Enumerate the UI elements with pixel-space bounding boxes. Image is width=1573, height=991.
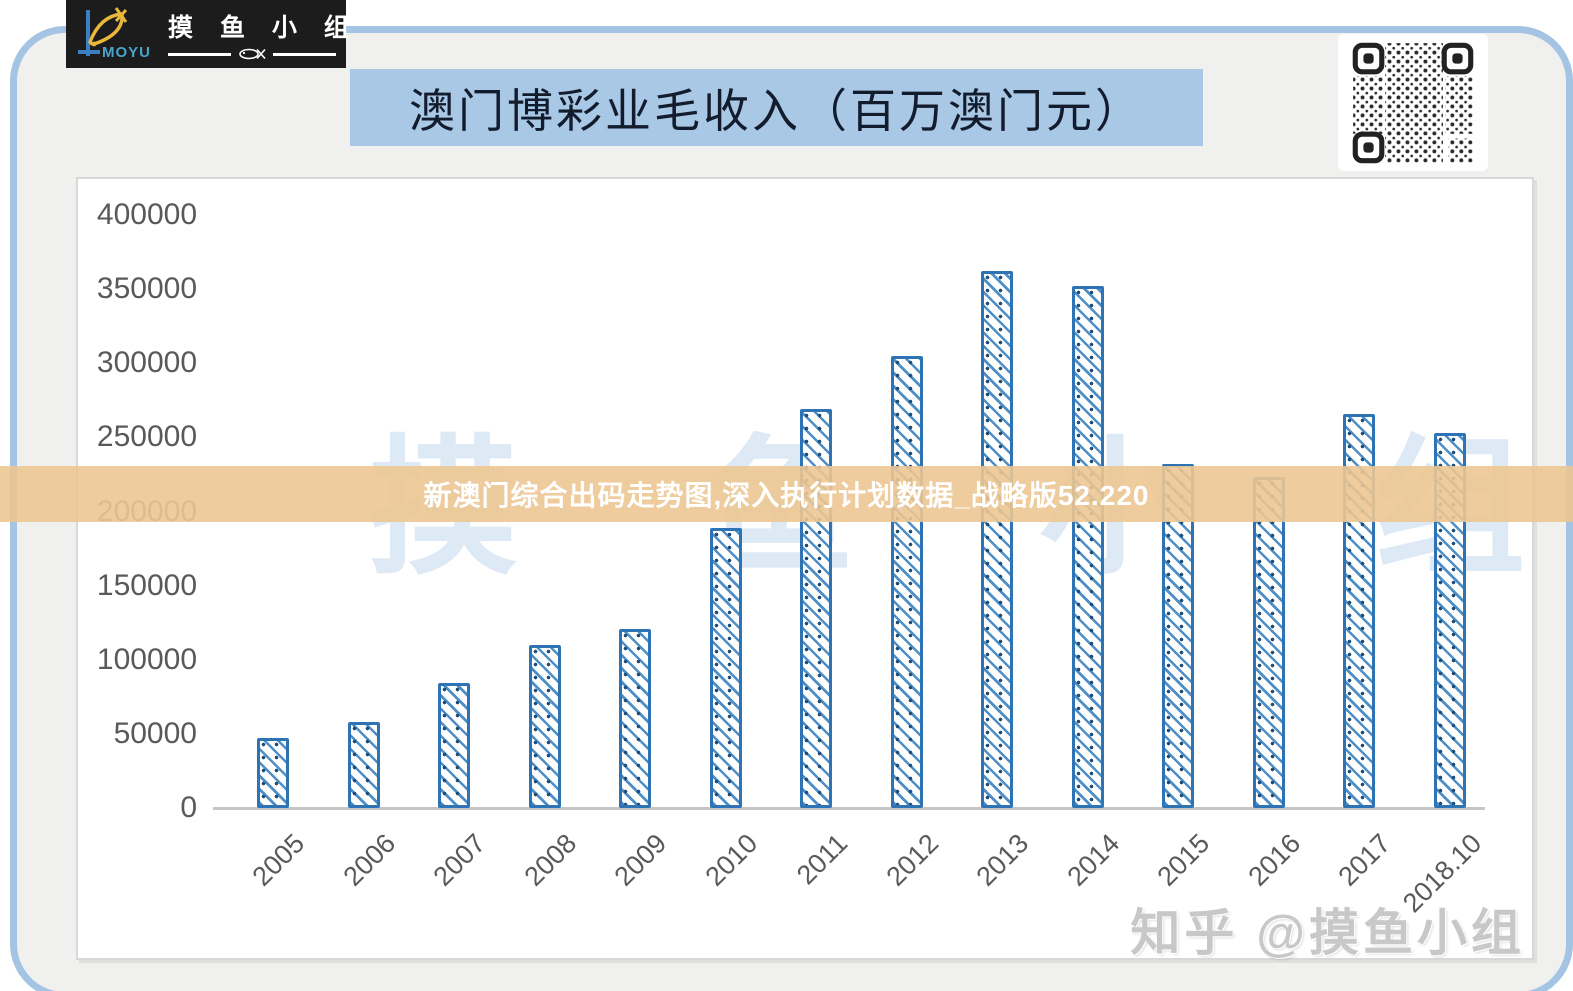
y-axis-tick-label: 400000 [96,198,197,231]
overlay-banner: 新澳门综合出码走势图,深入执行计划数据_战略版52.220 [0,466,1573,522]
x-axis-tick-label: 2008 [518,828,582,892]
x-axis-tick-label: 2016 [1242,828,1306,892]
x-axis-tick-label: 2007 [427,828,492,892]
y-axis-tick-label: 50000 [113,716,197,750]
logo-brand-en: MOYU [102,44,151,61]
y-axis-tick-label: 150000 [96,568,197,602]
logo-underline [168,48,336,60]
x-axis-tick-label: 2010 [699,828,763,892]
y-axis-tick-label: 300000 [96,346,197,380]
y-axis-tick-label: 0 [180,791,197,824]
x-axis-tick-label: 2009 [608,828,673,892]
qr-card [1338,34,1488,171]
bar-2016 [1252,477,1285,808]
y-axis-tick-label: 350000 [96,272,197,306]
small-fish-icon [239,48,266,60]
x-axis-tick-label: 2012 [880,828,944,892]
x-axis-tick-label: 2006 [337,828,401,892]
fish-axis-logo-icon [78,7,128,56]
page-title: 澳门博彩业毛收入（百万澳门元） [409,84,1144,137]
qr-code-icon [1352,42,1474,163]
y-axis-tick-label: 100000 [96,642,197,676]
x-axis-tick-label: 2011 [790,828,854,891]
x-axis-tick-label: 2017 [1332,828,1397,892]
title-bar: 澳门博彩业毛收入（百万澳门元） [350,69,1203,146]
zhihu-watermark: 知乎 @摸鱼小组 [1130,905,1525,961]
logo: MOYU 摸 鱼 小 组 [66,0,359,68]
bar-2012 [890,355,923,808]
x-axis-tick-label: 2014 [1061,828,1125,892]
bar-2015 [1162,464,1194,808]
bar-2005 [257,738,289,808]
overlay-banner-text: 新澳门综合出码走势图,深入执行计划数据_战略版52.220 [423,480,1150,511]
y-axis-tick-label: 250000 [96,420,197,454]
x-axis-line [213,807,1485,810]
bar-2009 [619,628,651,808]
bar-2008 [528,644,561,808]
bar-2014 [1071,286,1104,808]
bar-2013 [981,271,1013,808]
x-axis-tick-label: 2005 [246,828,311,892]
x-axis-tick-label: 2013 [970,828,1035,892]
x-axis-tick-label: 2015 [1151,828,1216,892]
bar-2006 [347,722,380,808]
bar-2010 [709,527,742,808]
bar-2007 [438,683,470,808]
logo-brand-cn: 摸 鱼 小 组 [168,14,359,42]
